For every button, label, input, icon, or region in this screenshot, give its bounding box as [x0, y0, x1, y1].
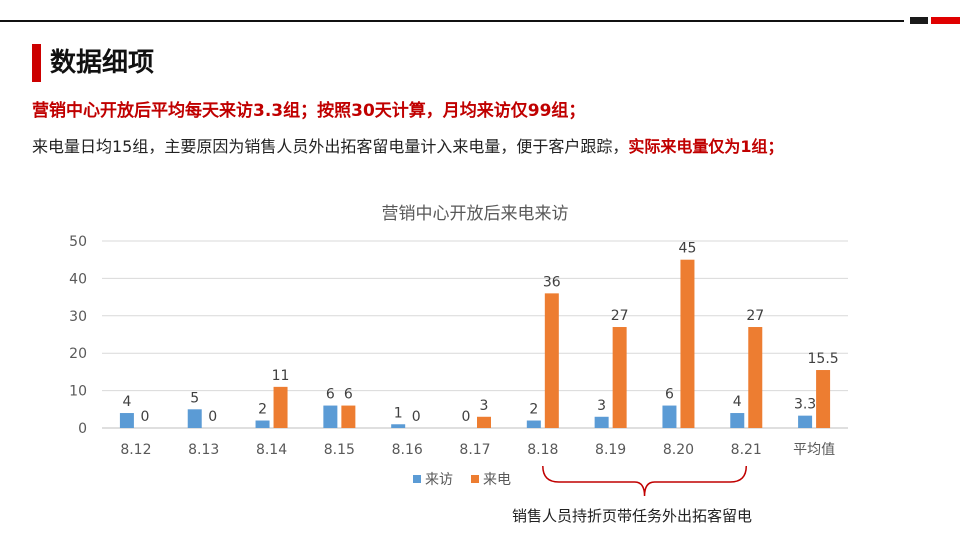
y-tick-label: 10: [69, 384, 87, 400]
bar-visits: [255, 420, 270, 428]
bar-visits: [594, 416, 609, 428]
data-label-visits: 5: [190, 390, 199, 406]
chart-title: 营销中心开放后来电来访: [382, 204, 569, 224]
data-label-calls: 11: [272, 368, 290, 384]
data-label-visits: 6: [665, 387, 674, 403]
data-label-visits: 2: [529, 402, 538, 418]
bar-calls: [341, 405, 356, 428]
bar-calls: [680, 259, 695, 428]
summary-line-calls-highlight: 实际来电量仅为1组；: [628, 137, 784, 156]
bar-visits: [798, 415, 813, 428]
data-label-visits: 4: [122, 394, 131, 410]
legend-label-calls: 来电: [483, 472, 511, 488]
x-tick-label: 平均值: [793, 442, 835, 458]
y-tick-label: 50: [69, 234, 87, 250]
bar-visits: [730, 413, 745, 428]
x-tick-label: 8.20: [663, 442, 694, 458]
bar-visits: [187, 409, 202, 428]
bar-visits: [662, 405, 677, 428]
bar-visits: [119, 413, 134, 428]
page-title: 数据细项: [50, 48, 155, 78]
data-label-visits: 6: [326, 387, 335, 403]
x-tick-label: 8.15: [324, 442, 355, 458]
top-accent-red-block: [931, 17, 960, 24]
data-label-visits: 1: [394, 405, 403, 421]
top-divider-line: [0, 20, 904, 22]
bar-calls: [816, 370, 831, 428]
x-tick-label: 8.12: [120, 442, 151, 458]
curly-brace-bracket: [542, 465, 748, 497]
bar-visits: [526, 420, 541, 428]
bar-calls: [748, 327, 763, 428]
bar-visits: [323, 405, 338, 428]
data-label-calls: 27: [611, 308, 629, 324]
y-tick-label: 30: [69, 309, 87, 325]
x-tick-label: 8.19: [595, 442, 626, 458]
legend-swatch-calls: [471, 475, 479, 483]
data-label-visits: 4: [733, 394, 742, 410]
bar-calls: [477, 416, 491, 428]
y-tick-label: 0: [78, 421, 87, 437]
chart-annotation: 销售人员持折页带任务外出拓客留电: [512, 507, 753, 525]
data-label-calls: 27: [746, 308, 764, 324]
bar-calls: [544, 293, 559, 428]
x-tick-label: 8.21: [731, 442, 762, 458]
data-label-calls: 36: [543, 274, 561, 290]
top-accent-dark-block: [910, 17, 928, 24]
bar-visits: [391, 424, 406, 428]
x-tick-label: 8.17: [459, 442, 490, 458]
title-accent-bar: [32, 44, 41, 82]
data-label-visits: 3.3: [794, 397, 816, 413]
summary-line-calls-text: 来电量日均15组，主要原因为销售人员外出拓客留电量计入来电量，便于客户跟踪，: [32, 137, 629, 156]
data-label-calls: 45: [679, 241, 697, 257]
legend-swatch-visits: [413, 475, 421, 483]
x-tick-label: 8.13: [188, 442, 219, 458]
legend-label-visits: 来访: [425, 472, 453, 488]
data-label-visits: 2: [258, 402, 267, 418]
x-tick-label: 8.18: [527, 442, 558, 458]
x-tick-label: 8.14: [256, 442, 287, 458]
y-tick-label: 40: [69, 271, 87, 287]
data-label-calls: 3: [480, 398, 489, 414]
bar-calls: [612, 327, 627, 428]
data-label-calls: 15.5: [808, 351, 839, 367]
data-label-visits: 3: [597, 398, 606, 414]
y-tick-label: 20: [69, 346, 87, 362]
data-label-calls: 0: [208, 409, 217, 425]
data-label-calls: 0: [412, 409, 421, 425]
summary-line-calls: 来电量日均15组，主要原因为销售人员外出拓客留电量计入来电量，便于客户跟踪，实际…: [32, 133, 784, 157]
data-label-visits: 0: [462, 409, 471, 425]
bar-calls: [273, 386, 288, 428]
summary-line-visits: 营销中心开放后平均每天来访3.3组；按照30天计算，月均来访仅99组；: [32, 101, 586, 121]
x-tick-label: 8.16: [392, 442, 423, 458]
data-label-calls: 0: [140, 409, 149, 425]
data-label-calls: 6: [344, 387, 353, 403]
